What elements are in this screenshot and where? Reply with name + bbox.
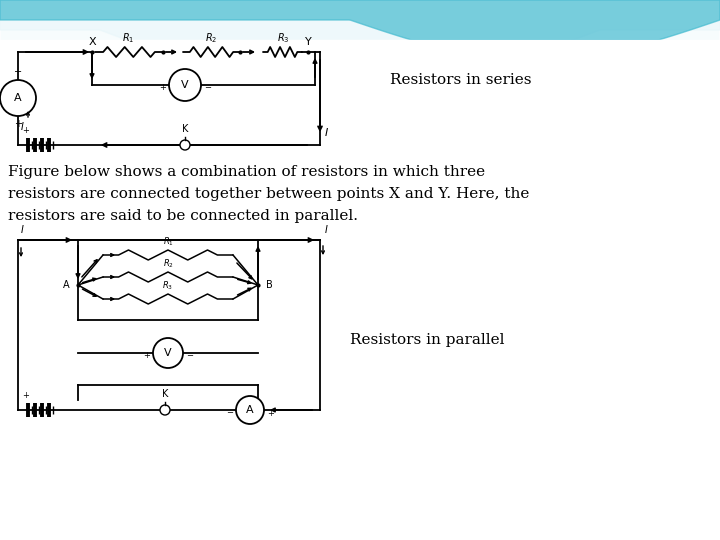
Text: $R_2$: $R_2$ [204, 31, 217, 45]
Text: +: + [267, 408, 274, 417]
Circle shape [153, 338, 183, 368]
Text: A: A [63, 280, 70, 290]
Text: I: I [21, 122, 24, 132]
Text: +: + [14, 119, 22, 129]
Text: K: K [182, 124, 188, 134]
Circle shape [0, 80, 36, 116]
Text: A: A [246, 405, 254, 415]
Text: V: V [181, 80, 189, 90]
Text: $R_2$: $R_2$ [163, 258, 174, 270]
Text: I: I [325, 225, 328, 235]
Text: −: − [204, 84, 211, 92]
Text: resistors are connected together between points X and Y. Here, the: resistors are connected together between… [8, 187, 529, 201]
Text: X: X [88, 37, 96, 47]
Text: resistors are said to be connected in parallel.: resistors are said to be connected in pa… [8, 209, 358, 223]
Text: −: − [186, 352, 193, 361]
Text: Resistors in parallel: Resistors in parallel [350, 333, 505, 347]
Text: +: + [22, 391, 30, 400]
Text: Figure below shows a combination of resistors in which three: Figure below shows a combination of resi… [8, 165, 485, 179]
Text: +: + [159, 84, 166, 92]
Text: −: − [14, 67, 22, 77]
Text: I: I [21, 225, 24, 235]
Circle shape [169, 69, 201, 101]
Text: −: − [226, 408, 233, 417]
Text: $R_1$: $R_1$ [163, 235, 174, 248]
Circle shape [236, 396, 264, 424]
Text: +: + [22, 126, 30, 135]
Text: Y: Y [305, 37, 311, 47]
Text: +: + [143, 352, 150, 361]
Circle shape [180, 140, 190, 150]
Text: I: I [325, 128, 328, 138]
Text: $R_3$: $R_3$ [163, 280, 174, 292]
Text: B: B [266, 280, 273, 290]
Text: A: A [14, 93, 22, 103]
Text: K: K [162, 389, 168, 399]
Text: Resistors in series: Resistors in series [390, 73, 531, 87]
Text: V: V [164, 348, 172, 358]
Text: $R_1$: $R_1$ [122, 31, 134, 45]
Text: $R_3$: $R_3$ [276, 31, 289, 45]
Circle shape [160, 405, 170, 415]
